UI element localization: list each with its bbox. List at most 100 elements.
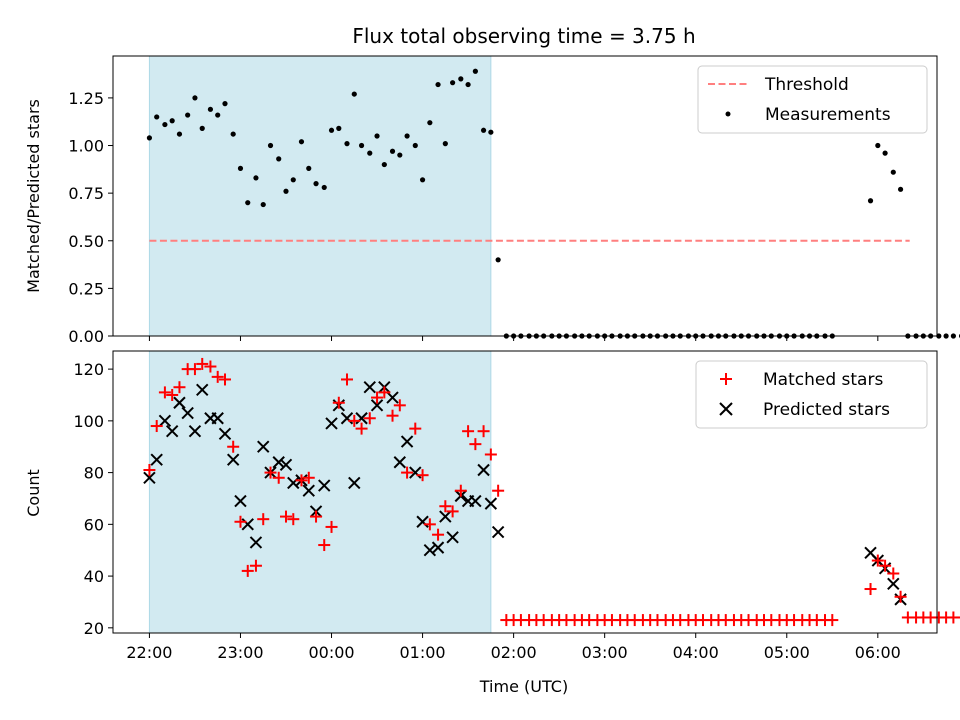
matched-star-point <box>462 425 475 438</box>
predicted-star-point <box>218 427 232 440</box>
top-y-tick-label: 0.25 <box>68 279 104 298</box>
matched-star-point <box>143 464 156 477</box>
measurement-point <box>374 133 380 139</box>
predicted-star-point <box>386 391 399 404</box>
bottom-observing-span <box>148 350 492 634</box>
top-y-tick-label: 0.75 <box>68 184 104 203</box>
measurement-point <box>245 200 251 206</box>
measurement-point <box>882 150 888 156</box>
x-tick-label: 05:00 <box>764 643 810 662</box>
matched-star-point <box>302 471 315 484</box>
bottom-legend-box <box>695 360 928 429</box>
predicted-star-point <box>484 497 498 510</box>
top-panel: 0.00 0.25 0.50 0.75 1.00 1.25 <box>68 55 960 346</box>
x-tick-label: 03:00 <box>582 643 628 662</box>
x-tick-label: 02:00 <box>491 643 537 662</box>
measurement-point <box>419 177 426 183</box>
matched-star-point <box>871 554 884 567</box>
measurement-point <box>450 80 456 86</box>
matched-star-point <box>826 614 839 627</box>
measurement-point <box>328 127 335 133</box>
measurement-point <box>897 186 904 192</box>
predicted-star-point <box>165 424 179 438</box>
predicted-star-point <box>416 515 429 528</box>
top-legend-box <box>697 65 928 134</box>
matched-star-point <box>218 373 231 386</box>
bottom-panel: 20 40 60 80 100 120 22:00 23:00 00:00 01:00 02:00 0… <box>73 350 960 662</box>
measurement-point <box>276 156 282 162</box>
predicted-star-point <box>423 544 437 557</box>
top-y-tick-label: 0.50 <box>68 232 104 251</box>
matched-star-point <box>150 420 163 433</box>
matched-star-point <box>879 559 892 572</box>
top-plot-frame <box>112 55 938 337</box>
measurement-point <box>154 114 160 120</box>
predicted-star-point <box>355 412 368 425</box>
bottom-y-axis-label: Count <box>24 469 43 517</box>
predicted-legend-label: Predicted stars <box>763 400 890 420</box>
predicted-star-point <box>302 484 315 497</box>
matched-star-point <box>272 471 285 484</box>
x-tick-label: 23:00 <box>217 643 263 662</box>
matched-star-point <box>249 559 262 572</box>
measurement-point <box>890 169 896 175</box>
chart-title: Flux total observing time = 3.75 h <box>352 24 695 48</box>
measurement-point <box>412 142 418 149</box>
matched-star-point <box>196 357 209 370</box>
measurements-legend-swatch <box>725 111 731 117</box>
matched-star-point <box>423 518 436 531</box>
matched-star-point <box>386 409 399 422</box>
predicted-star-point <box>363 381 376 394</box>
predicted-legend-swatch <box>719 402 733 416</box>
predicted-star-point <box>158 414 172 428</box>
predicted-star-point <box>150 453 163 466</box>
matched-star-point <box>446 505 459 518</box>
bottom-plot-frame <box>112 350 938 634</box>
measurement-point <box>192 95 198 101</box>
measurement-point <box>207 106 214 112</box>
matched-star-point <box>454 484 467 497</box>
measurement-point <box>943 333 949 339</box>
matched-star-point <box>264 466 277 479</box>
matched-star-point <box>173 381 186 394</box>
measurement-point <box>199 125 205 131</box>
bottom-y-tick-label: 40 <box>84 567 104 586</box>
matched-star-point <box>227 440 240 453</box>
top-observing-span <box>148 55 492 337</box>
predicted-star-point <box>318 479 331 492</box>
predicted-star-point <box>491 525 505 539</box>
matched-star-point <box>363 412 376 425</box>
matched-star-point <box>158 386 171 399</box>
matched-star-point <box>432 528 445 541</box>
measurements-legend-label: Measurements <box>765 105 891 125</box>
measurement-point <box>367 150 373 156</box>
measurement-point <box>230 131 236 137</box>
x-tick-label: 04:00 <box>673 643 719 662</box>
predicted-star-point <box>446 531 459 544</box>
measurement-point <box>465 81 471 88</box>
x-axis-label: Time (UTC) <box>479 677 568 696</box>
predicted-star-point <box>272 456 285 469</box>
measurement-point <box>169 118 175 124</box>
top-legend: Threshold Measurements <box>697 65 928 134</box>
predicted-star-point <box>188 424 202 438</box>
x-tick-label: 01:00 <box>400 643 446 662</box>
matched-star-point <box>279 510 292 523</box>
matched-star-point <box>378 386 391 399</box>
measurement-point <box>488 129 494 135</box>
measurement-point <box>237 165 244 171</box>
matched-star-point <box>188 363 201 376</box>
matched-star-point <box>887 567 900 580</box>
matched-legend-label: Matched stars <box>763 370 883 390</box>
predicted-star-point <box>348 476 361 490</box>
measurement-point <box>404 133 410 139</box>
matched-star-point <box>355 422 368 435</box>
matched-star-point <box>393 399 406 412</box>
matched-star-point <box>340 373 353 386</box>
matched-star-point <box>318 539 331 552</box>
predicted-star-point <box>279 458 293 472</box>
predicted-star-point <box>400 435 414 448</box>
bottom-y-tick-label: 80 <box>84 464 104 483</box>
top-y-axis-label: Matched/Predicted stars <box>24 99 43 293</box>
matched-star-point <box>401 466 414 479</box>
